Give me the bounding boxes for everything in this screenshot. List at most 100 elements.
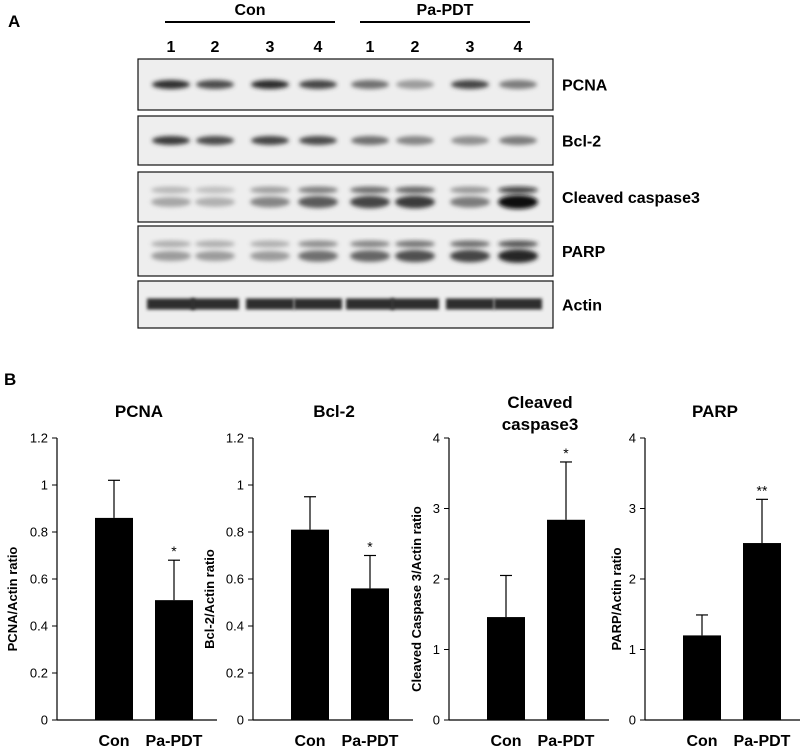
blot-band	[250, 240, 290, 248]
blot-band	[350, 240, 390, 248]
blot-band	[346, 298, 394, 310]
blot-band	[396, 80, 434, 89]
y-tick-label: 0.4	[226, 619, 244, 634]
bar-chart: PARP 0 1 2 3 4 PARP/Actin ratio Con ** Pa-PDT	[609, 402, 800, 750]
x-category-label: Con	[98, 733, 129, 750]
bar	[743, 543, 781, 720]
blot-band	[191, 298, 239, 310]
y-axis-label: Cleaved Caspase 3/Actin ratio	[409, 506, 424, 692]
x-category-label: Con	[686, 733, 717, 750]
blot-band	[351, 80, 389, 89]
lane-number: 1	[167, 39, 176, 56]
y-tick-label: 1.2	[30, 431, 48, 446]
bar-chart: Cleaved caspase3 0 1 2 3 4 Cleaved Caspase 3/Ac…	[409, 393, 609, 750]
significance-marker: *	[367, 539, 373, 555]
group-label: Pa-PDT	[417, 2, 474, 19]
blot-band	[450, 249, 490, 263]
x-category-label: Con	[490, 733, 521, 750]
blot-band	[151, 197, 191, 207]
blot-band	[152, 80, 190, 89]
blot-band	[350, 186, 390, 194]
y-axis-label: Bcl-2/Actin ratio	[202, 549, 217, 649]
x-category-label: Pa-PDT	[734, 733, 791, 750]
bar	[683, 635, 721, 720]
blot-band	[196, 136, 234, 145]
blot-band	[299, 80, 337, 89]
panel-a-letter: A	[8, 12, 20, 31]
blot-band	[498, 195, 538, 209]
blot-band	[196, 80, 234, 89]
blot-band	[450, 196, 490, 208]
chart-title: Bcl-2	[313, 402, 355, 421]
blot-band	[195, 240, 235, 248]
blot-band	[298, 240, 338, 248]
lane-number: 4	[314, 39, 323, 56]
y-tick-label: 0.4	[30, 619, 48, 634]
x-category-label: Con	[294, 733, 325, 750]
significance-marker: **	[757, 482, 768, 498]
blot-row: PARP	[137, 225, 606, 277]
chart-title: PARP	[692, 402, 738, 421]
panel-b-letter: B	[4, 370, 16, 389]
y-tick-label: 0	[41, 713, 48, 728]
y-tick-label: 0.2	[30, 666, 48, 681]
blot-band	[151, 250, 191, 262]
y-axis-label: PARP/Actin ratio	[609, 547, 624, 650]
blot-band	[251, 136, 289, 145]
blot-band	[498, 186, 538, 194]
bar	[95, 517, 133, 720]
bar	[291, 529, 329, 720]
blot-band	[499, 136, 537, 145]
y-tick-label: 1	[41, 478, 48, 493]
y-tick-label: 3	[433, 501, 440, 516]
y-tick-label: 0.2	[226, 666, 244, 681]
significance-marker: *	[171, 543, 177, 559]
blot-band	[494, 298, 542, 310]
blot-band	[250, 196, 290, 208]
y-tick-label: 1.2	[226, 431, 244, 446]
blot-row: PCNA	[137, 58, 608, 111]
y-tick-label: 0.8	[30, 525, 48, 540]
blot-band	[395, 195, 435, 209]
bar	[547, 519, 585, 720]
bar	[351, 588, 389, 720]
blot-band	[151, 240, 191, 248]
lane-group: Con 1 2 3 4	[165, 2, 335, 56]
y-tick-label: 0.8	[226, 525, 244, 540]
blot-band	[450, 240, 490, 248]
y-tick-label: 2	[629, 572, 636, 587]
blot-band	[151, 186, 191, 194]
blot-band	[395, 240, 435, 248]
blot-band	[294, 298, 342, 310]
lane-number: 3	[466, 39, 475, 56]
blot-band	[395, 186, 435, 194]
x-category-label: Pa-PDT	[538, 733, 595, 750]
blot-membrane	[137, 171, 554, 223]
blot-label: Cleaved caspase3	[562, 190, 700, 207]
lane-number: 1	[366, 39, 375, 56]
lane-number: 4	[514, 39, 523, 56]
blot-band	[152, 136, 190, 145]
blot-band	[298, 250, 338, 262]
y-tick-label: 4	[433, 431, 440, 446]
chart-title: PCNA	[115, 402, 163, 421]
bar	[155, 600, 193, 720]
y-tick-label: 0	[433, 713, 440, 728]
blot-label: PCNA	[562, 78, 608, 95]
blot-row: Cleaved caspase3	[137, 171, 700, 223]
lane-number: 3	[266, 39, 275, 56]
bar	[487, 617, 525, 720]
y-tick-label: 0	[629, 713, 636, 728]
blot-band	[499, 80, 537, 89]
blot-band	[498, 240, 538, 248]
blot-band	[391, 298, 439, 310]
blot-label: PARP	[562, 244, 606, 261]
x-category-label: Pa-PDT	[342, 733, 399, 750]
bar-chart: PCNA 0 0.2 0.4 0.6 0.8 1 1.2 PCNA/Actin ratio Con…	[5, 402, 217, 750]
blot-band	[246, 298, 294, 310]
blot-label: Bcl-2	[562, 134, 601, 151]
bar-chart: Bcl-2 0 0.2 0.4 0.6 0.8 1 1.2 Bcl-2/Actin ratio C…	[202, 402, 413, 750]
lane-number: 2	[211, 39, 220, 56]
blot-label: Actin	[562, 298, 602, 315]
